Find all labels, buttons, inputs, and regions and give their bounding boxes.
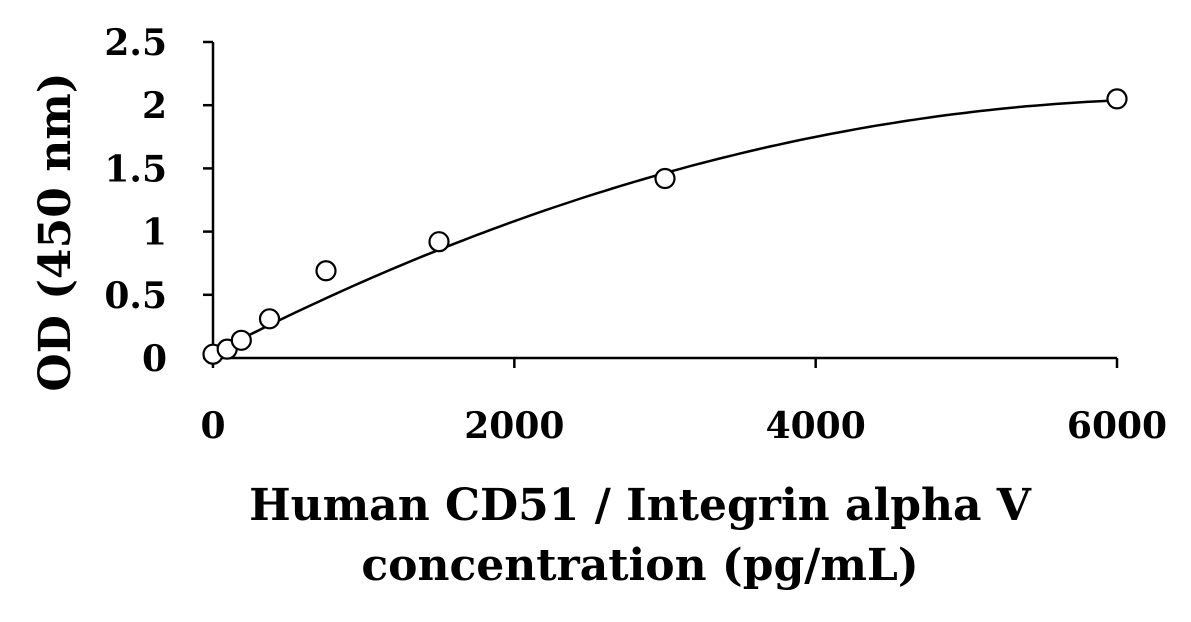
y-axis: 0 0.5 1 1.5 2 2.5 [104,22,215,380]
y-tick-label: 1.5 [104,148,167,190]
y-axis-title: OD (450 nm) [30,72,81,391]
fit-curve-group [212,99,1118,355]
x-tick-label: 6000 [1067,405,1167,447]
data-points [202,88,1128,365]
data-point [258,308,281,330]
x-tick-label: 4000 [766,405,866,447]
y-tick-label: 1 [142,212,167,254]
data-point [315,260,337,282]
x-axis-title-line-2: concentration (pg/mL) [361,540,918,591]
fit-curve [212,99,1118,355]
x-tick-label: 0 [200,405,225,447]
y-tick-label: 0.5 [104,275,167,317]
y-tick-label: 2.5 [104,22,167,64]
data-point [1106,88,1128,110]
x-axis: 0 2000 4000 6000 [200,356,1167,447]
data-point [428,231,450,253]
x-tick-label: 2000 [464,405,564,447]
y-tick-label: 2 [142,85,167,127]
y-tick-label: 0 [142,338,167,380]
data-point [654,167,676,190]
x-axis-title-line-1: Human CD51 / Integrin alpha V [249,480,1032,531]
data-point [230,329,252,351]
